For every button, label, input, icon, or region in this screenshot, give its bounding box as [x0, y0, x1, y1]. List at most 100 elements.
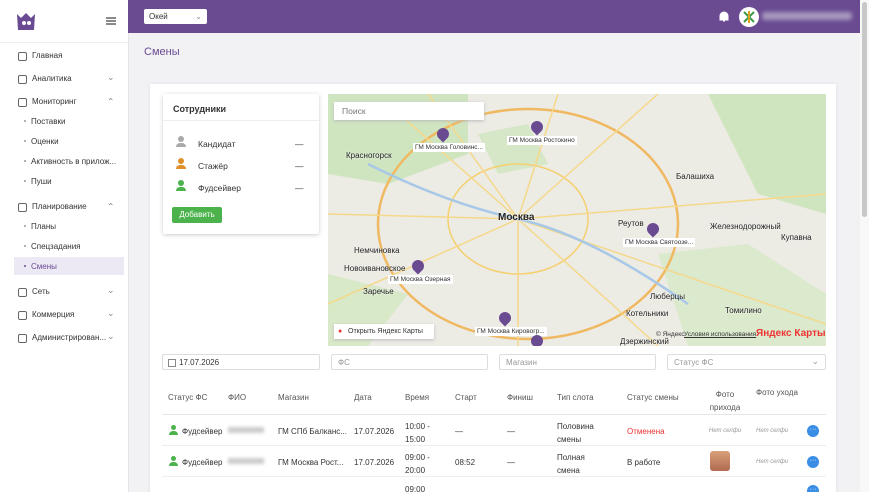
filter-text: ФС: [338, 358, 350, 367]
chevron: ⌄: [107, 96, 115, 106]
menu-icon: [18, 311, 27, 320]
row-actions[interactable]: ···: [807, 456, 819, 468]
row-actions[interactable]: ···: [807, 425, 819, 437]
table-cell: В работе: [627, 458, 661, 467]
submenu-item[interactable]: Планы: [14, 217, 124, 235]
menu-item[interactable]: Администрирован... ⌄: [0, 330, 128, 346]
divider: [0, 42, 128, 43]
map-place: Москва: [498, 212, 535, 223]
map-place: Котельники: [626, 309, 669, 318]
table-header: Время: [405, 393, 430, 402]
menu-item[interactable]: Планирование ⌄: [0, 199, 128, 215]
notifications[interactable]: [718, 10, 730, 23]
chevron: ⌄: [107, 285, 115, 295]
table-cell: Отменена: [627, 427, 665, 436]
table-header: Фото ухода: [756, 388, 798, 397]
pin-label: ГМ Москва Ростокино: [507, 136, 577, 145]
menu-label: Коммерция: [32, 310, 75, 319]
table-header: Статус смены: [627, 393, 679, 402]
filter-text: Магазин: [506, 358, 537, 367]
table-cell: Нет селфи: [756, 459, 789, 465]
avatar[interactable]: [739, 7, 759, 27]
menu-item[interactable]: Мониторинг ⌄: [0, 94, 128, 110]
map-terms[interactable]: Условия использования: [684, 331, 757, 338]
menu-item[interactable]: Сеть ⌄: [0, 284, 128, 300]
filter-date[interactable]: 17.07.2026: [162, 354, 320, 370]
menu-label: Аналитика: [32, 74, 72, 83]
menu-toggle[interactable]: [106, 17, 116, 25]
submenu-item[interactable]: Активность в прилож...: [14, 152, 124, 170]
bullet: [24, 180, 26, 182]
role-icon-body: [176, 165, 186, 169]
table-header: Старт: [455, 393, 477, 402]
filter-store[interactable]: Магазин: [499, 354, 656, 370]
table-cell: ГМ Москва Рост...: [278, 458, 344, 467]
submenu-item[interactable]: Пуши: [14, 172, 124, 190]
menu-item[interactable]: Коммерция ⌄: [0, 307, 128, 323]
menu-item[interactable]: Аналитика ⌄: [0, 71, 128, 87]
submenu-item[interactable]: Спецзадания: [14, 237, 124, 255]
table-cell: —: [507, 458, 515, 467]
submenu-label: Спецзадания: [31, 242, 81, 251]
menu-label: Планирование: [32, 202, 87, 211]
table-cell: 08:52: [455, 458, 476, 467]
bullet: [24, 140, 26, 142]
table-cell: 10:00 - 15:00: [405, 422, 430, 444]
menu-item[interactable]: Главная: [0, 48, 128, 64]
menu-label: Мониторинг: [32, 97, 77, 106]
map-brand: Яндекс Карты: [756, 328, 826, 339]
user-email-blurred: [762, 12, 852, 20]
map-place: Люберцы: [650, 292, 685, 301]
sidebar: Главная Аналитика ⌄ Мониторинг ⌄ Поставки Оцен…: [0, 0, 129, 492]
role-icon: [178, 180, 184, 186]
bullet: [24, 265, 26, 267]
header-divider: [162, 414, 826, 415]
add-button[interactable]: Добавить: [172, 207, 222, 223]
pin-label: ГМ Москва Кировогр...: [475, 327, 547, 336]
submenu-item[interactable]: Смены: [14, 257, 124, 275]
menu-label: Главная: [32, 51, 63, 60]
menu-icon: [18, 203, 27, 212]
filter-text: 17.07.2026: [179, 358, 220, 367]
table-cell: —: [455, 427, 463, 436]
store-select[interactable]: Окей ⌄: [144, 9, 207, 24]
row-divider: [162, 476, 826, 477]
submenu-item[interactable]: Поставки: [14, 112, 124, 130]
submenu-item[interactable]: Оценки: [14, 132, 124, 150]
row-divider: [162, 445, 826, 446]
table-header: ФИО: [228, 393, 247, 402]
role-icon-body: [176, 187, 186, 191]
filter-status[interactable]: Статус ФС ⌄: [667, 354, 826, 370]
open-yandex-maps[interactable]: ● Открыть Яндекс Карты: [334, 324, 434, 339]
table-header: Финиш: [507, 393, 533, 402]
scroll-thumb[interactable]: [862, 2, 867, 217]
menu-icon: [18, 52, 27, 61]
map-place: Немчиновка: [354, 246, 400, 255]
map-place: Томилино: [725, 306, 762, 315]
table-cell: 17.07.2026: [354, 427, 395, 436]
row-actions[interactable]: ···: [807, 485, 819, 492]
table-cell: 17.07.2026: [354, 458, 395, 467]
chevron: ⌄: [107, 72, 115, 82]
topbar: Окей ⌄: [128, 0, 860, 33]
chevron: ⌄: [107, 201, 115, 211]
role-count: —: [295, 139, 304, 149]
map-search[interactable]: Поиск: [334, 102, 484, 120]
table-header: Статус ФС: [168, 393, 208, 402]
menu-label: Администрирован...: [32, 333, 107, 342]
menu-icon: [18, 98, 27, 107]
filter-fs[interactable]: ФС: [331, 354, 488, 370]
arrival-photo[interactable]: [710, 451, 730, 471]
map-place: Купавна: [781, 233, 812, 242]
table-header: Тип слота: [557, 393, 594, 402]
role-count: —: [295, 161, 304, 171]
divider: [163, 120, 319, 121]
submenu-label: Смены: [31, 262, 57, 271]
submenu-label: Планы: [31, 222, 57, 231]
pin-label: ГМ Москва Головинс...: [413, 143, 485, 152]
role-icon: [178, 158, 184, 164]
table-header: Фото прихода: [709, 390, 741, 412]
role-icon-body: [176, 143, 186, 147]
status-icon-body: [169, 431, 178, 435]
chevron: ⌄: [811, 356, 819, 366]
